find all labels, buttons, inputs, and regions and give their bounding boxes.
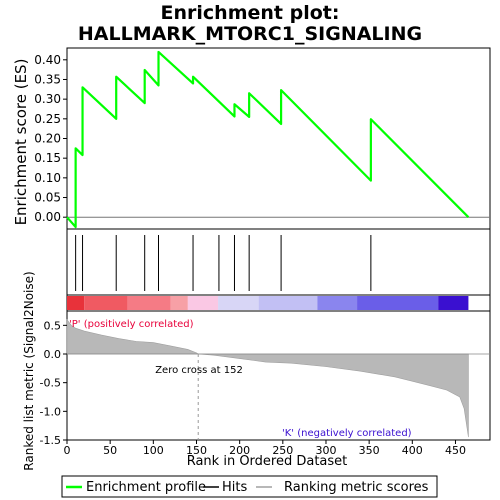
x-tick-label: 100 (143, 444, 164, 457)
metric-y-tick-label: -1.5 (40, 434, 61, 447)
es-y-tick-label: 0.35 (34, 72, 61, 86)
negative-label: 'K' (negatively correlated) (282, 428, 412, 439)
metric-y-tick-label: 0.0 (44, 348, 62, 361)
chart-title: Enrichment plot: (161, 2, 340, 24)
legend-label-profile: Enrichment profile (86, 480, 206, 495)
es-y-tick-label: 0.10 (34, 171, 61, 185)
es-panel: 0.00 0.05 0.10 0.15 0.20 0.25 0.30 0.35 0.40 (34, 48, 490, 229)
chart-subtitle: HALLMARK_MTORC1_SIGNALING (78, 23, 422, 45)
x-tick-label: 0 (64, 444, 71, 457)
heatmap-bin (317, 296, 357, 310)
zero-cross-label: Zero cross at 152 (155, 365, 243, 376)
es-y-tick-label: 0.20 (34, 132, 61, 146)
metric-panel: Zero cross at 152 'P' (positively correla… (40, 311, 490, 457)
metric-y-tick-label: 0.5 (44, 319, 62, 332)
x-tick-label: 50 (103, 444, 117, 457)
metric-axis-label: Ranked list metric (Signal2Noise) (22, 271, 36, 470)
ranking-heatmap-bar (67, 295, 490, 311)
positive-label: 'P' (positively correlated) (69, 319, 194, 330)
heatmap-bin (171, 296, 188, 310)
heatmap-bin (357, 296, 438, 310)
heatmap-bin (127, 296, 170, 310)
hits-frame (67, 229, 490, 295)
heatmap-bin (438, 296, 468, 310)
heatmap-bin (84, 296, 127, 310)
metric-y-tick-label: -1.0 (40, 405, 61, 418)
es-y-tick-label: 0.15 (34, 151, 61, 165)
metric-y-tick-label: -0.5 (40, 377, 61, 390)
heatmap-bin (218, 296, 259, 310)
legend: Enrichment profile Hits Ranking metric sco… (62, 476, 437, 497)
x-tick-label: 350 (359, 444, 380, 457)
hits-panel (67, 229, 490, 295)
es-axis-label: Enrichment score (ES) (12, 59, 30, 226)
es-y-tick-label: 0.25 (34, 112, 61, 126)
x-tick-label: 400 (402, 444, 423, 457)
es-y-tick-label: 0.05 (34, 191, 61, 205)
legend-label-metric: Ranking metric scores (284, 480, 429, 495)
heatmap-bin (259, 296, 318, 310)
heatmap-bin (188, 296, 218, 310)
x-tick-label: 450 (445, 444, 466, 457)
es-y-tick-label: 0.00 (34, 210, 61, 224)
es-y-tick-label: 0.40 (34, 53, 61, 67)
es-y-tick-label: 0.30 (34, 92, 61, 106)
x-axis-label: Rank in Ordered Dataset (187, 454, 348, 469)
legend-label-hits: Hits (222, 480, 247, 495)
es-plot-frame (67, 48, 490, 229)
heatmap-bin (67, 296, 84, 310)
